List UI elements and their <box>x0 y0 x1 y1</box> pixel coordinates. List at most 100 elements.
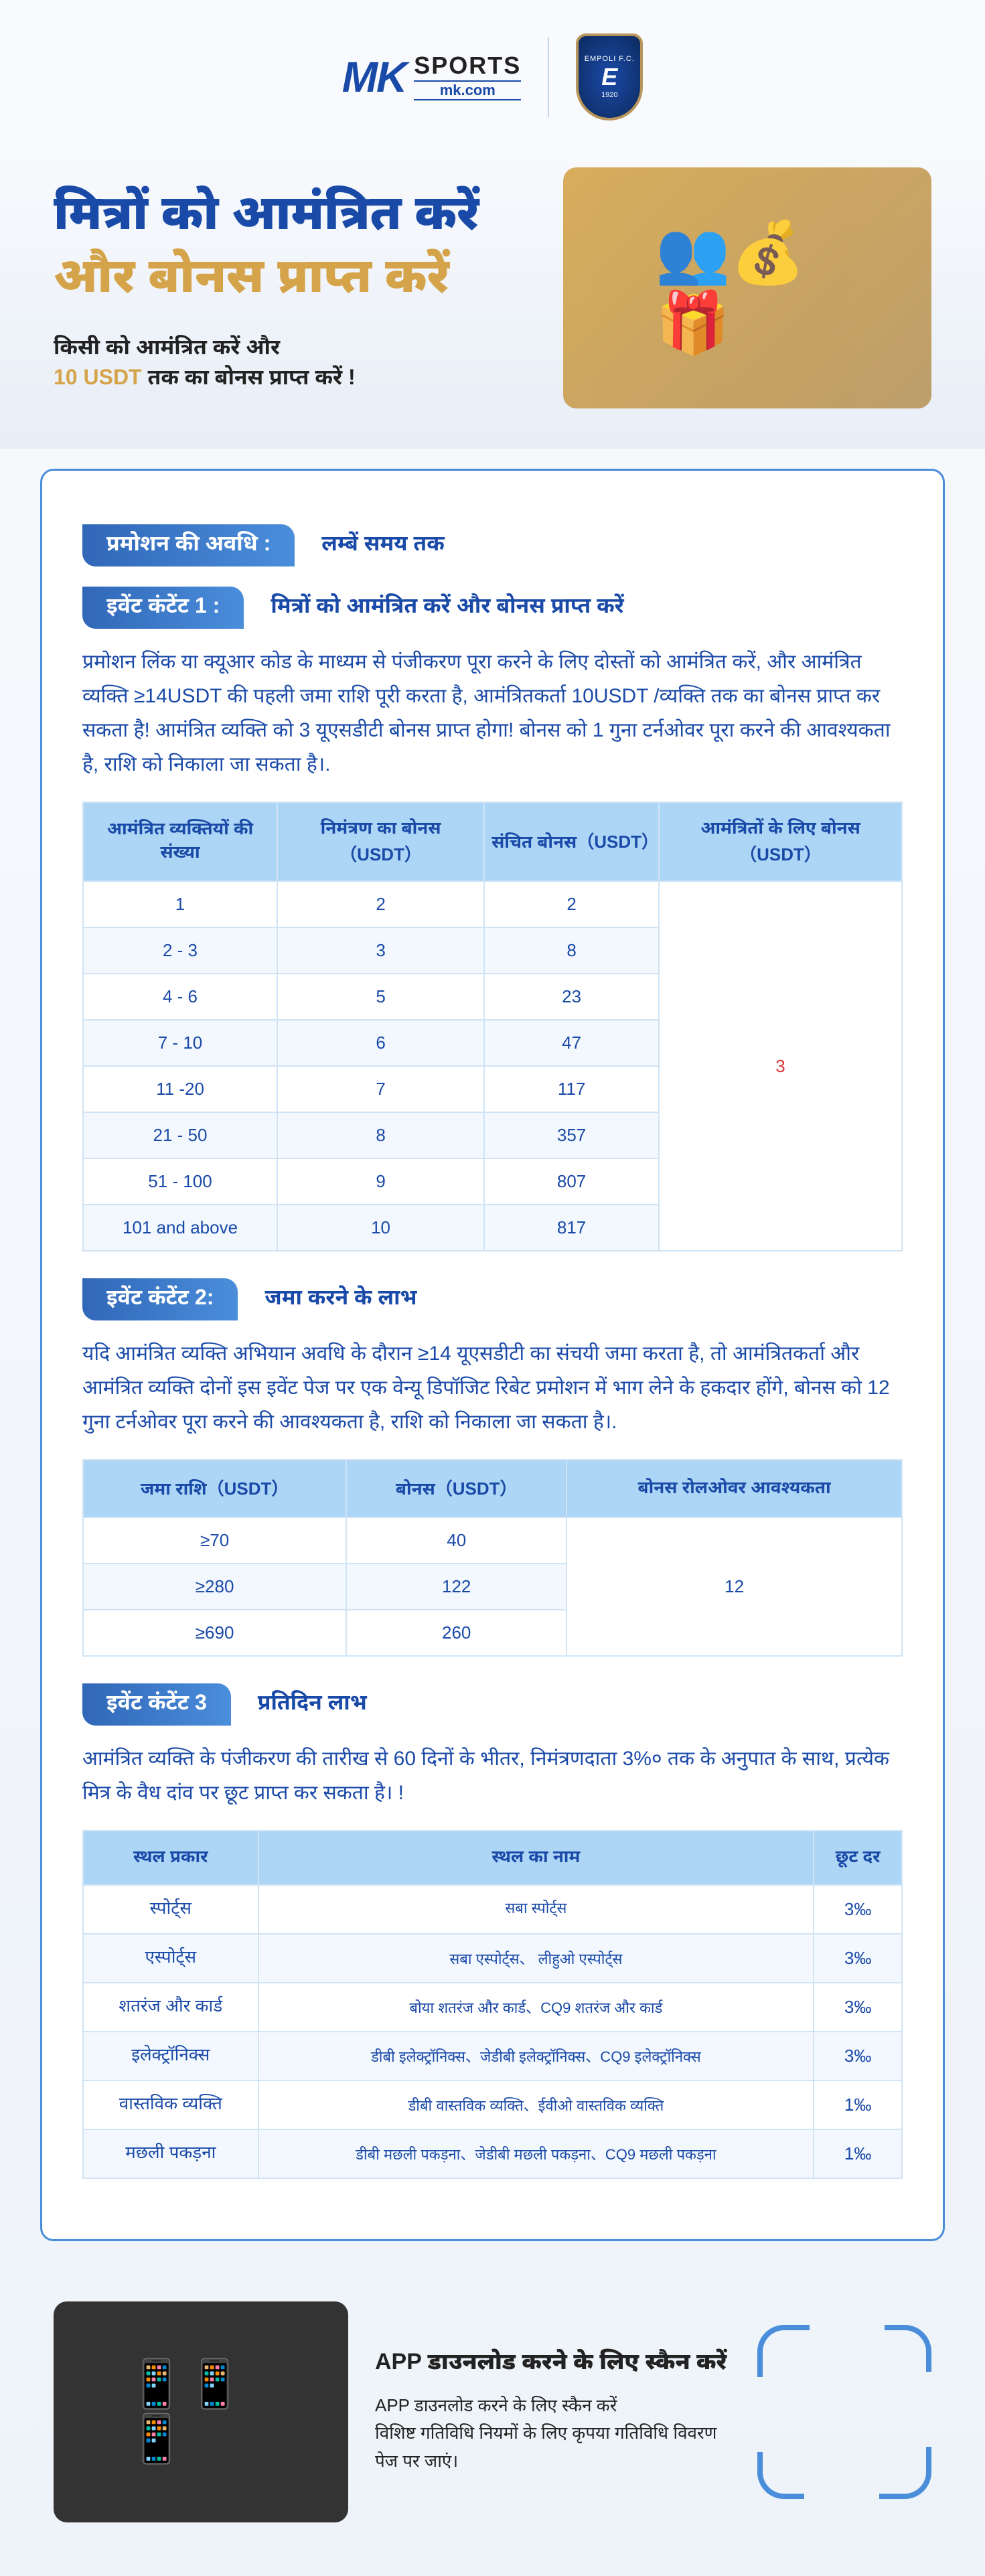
table-cell: 10 <box>277 1205 484 1251</box>
table-cell: 8 <box>484 927 659 974</box>
club-badge: EMPOLI F.C. E 1920 <box>576 33 643 121</box>
table-cell: 40 <box>346 1517 566 1564</box>
table-cell: 3 <box>277 927 484 974</box>
logo-domain: mk.com <box>414 80 521 100</box>
table-cell: 21 - 50 <box>83 1112 277 1158</box>
th: आमंत्रित व्यक्तियों की संख्या <box>83 802 277 881</box>
table-cell: बोया शतरंज और कार्ड、CQ9 शतरंज और कार्ड <box>258 1983 814 2032</box>
table-cell: 1‰ <box>814 2129 902 2178</box>
table-cell: 4 - 6 <box>83 974 277 1020</box>
table-cell: 5 <box>277 974 484 1020</box>
logo-sports: SPORTS <box>414 54 521 78</box>
content-card: प्रमोशन की अवधि : लम्बें समय तक इवेंट कं… <box>40 469 945 2241</box>
event1-table: आमंत्रित व्यक्तियों की संख्या निमंत्रण क… <box>82 802 903 1252</box>
table-cell: मछली पकड़ना <box>83 2129 258 2178</box>
event3-para: आमंत्रित व्यक्ति के पंजीकरण की तारीख से … <box>82 1742 903 1810</box>
hero: मित्रों को आमंत्रित करें और बोनस प्राप्त… <box>0 147 985 449</box>
table-cell: 3‰ <box>814 1983 902 2032</box>
hero-heading-1: मित्रों को आमंत्रित करें <box>54 184 563 242</box>
table-cell: इलेक्ट्रॉनिक्स <box>83 2032 258 2080</box>
th: बोनस रोलओवर आवश्यकता <box>566 1460 902 1517</box>
table-cell: 7 - 10 <box>83 1020 277 1066</box>
qr-code-frame[interactable] <box>757 2325 931 2499</box>
table-cell: 47 <box>484 1020 659 1066</box>
table-row: शतरंज और कार्डबोया शतरंज और कार्ड、CQ9 शत… <box>83 1983 902 2032</box>
badge-year: 1920 <box>601 91 617 99</box>
table-cell: 9 <box>277 1158 484 1205</box>
footer-line1: APP डाउनलोड करने के लिए स्कैन करें <box>375 2392 731 2420</box>
badge-letter: E <box>601 63 617 91</box>
footer-heading: APP डाउनलोड करने के लिए स्कैन करें <box>375 2349 731 2378</box>
table-cell: 7 <box>277 1066 484 1112</box>
table-cell: 3‰ <box>814 1934 902 1983</box>
table-cell: 8 <box>277 1112 484 1158</box>
event2-sub: जमा करने के लाभ <box>264 1285 416 1314</box>
hero-line1: किसी को आमंत्रित करें और <box>54 335 280 359</box>
header-divider <box>548 37 549 117</box>
table-cell: 1‰ <box>814 2080 902 2129</box>
th: बोनस（USDT） <box>346 1460 566 1517</box>
table-cell: 1 <box>83 881 277 927</box>
hero-line2: तक का बोनस प्राप्त करें ! <box>142 365 356 389</box>
event3-head: इवेंट कंटेंट 3 प्रतिदिन लाभ <box>82 1683 903 1726</box>
table-cell: 101 and above <box>83 1205 277 1251</box>
event1-sub: मित्रों को आमंत्रित करें और बोनस प्राप्त… <box>271 593 623 622</box>
table-cell: ≥690 <box>83 1610 346 1656</box>
th: छूट दर <box>814 1831 902 1885</box>
table-cell: 51 - 100 <box>83 1158 277 1205</box>
table-cell: डीबी मछली पकड़ना、जेडीबी मछली पकड़ना、CQ9 … <box>258 2129 814 2178</box>
table-cell: 11 -20 <box>83 1066 277 1112</box>
table-cell: स्पोर्ट्स <box>83 1885 258 1934</box>
hero-heading-2: और बोनस प्राप्त करें <box>54 248 563 312</box>
footer: APP डाउनलोड करने के लिए स्कैन करें APP ड… <box>0 2261 985 2576</box>
app-screenshot-image <box>54 2301 348 2522</box>
table-cell: ≥280 <box>83 1564 346 1610</box>
th: स्थल प्रकार <box>83 1831 258 1885</box>
table-cell: शतरंज और कार्ड <box>83 1983 258 2032</box>
table-cell: वास्तविक व्यक्ति <box>83 2080 258 2129</box>
hero-usdt: 10 USDT <box>54 365 142 389</box>
table-cell: 117 <box>484 1066 659 1112</box>
table-row: 1223 <box>83 881 902 927</box>
period-text: लम्बें समय तक <box>321 531 445 560</box>
hero-sub: किसी को आमंत्रित करें और 10 USDT तक का ब… <box>54 332 563 392</box>
event1-head: इवेंट कंटेंट 1 : मित्रों को आमंत्रित करे… <box>82 587 903 629</box>
logo-mk: MK <box>342 52 406 102</box>
table-cell: डीबी वास्तविक व्यक्ति、ईवीओ वास्तविक व्यक… <box>258 2080 814 2129</box>
table-cell: 260 <box>346 1610 566 1656</box>
table-cell: सबा स्पोर्ट्स <box>258 1885 814 1934</box>
table-cell: 2 <box>484 881 659 927</box>
table-cell: सबा एस्पोर्ट्स、 लीहुओ एस्पोर्ट्स <box>258 1934 814 1983</box>
badge-top: EMPOLI F.C. <box>585 55 635 63</box>
period-pill: प्रमोशन की अवधि : <box>82 524 295 566</box>
table-cell: 2 - 3 <box>83 927 277 974</box>
table-cell: 357 <box>484 1112 659 1158</box>
th: स्थल का नाम <box>258 1831 814 1885</box>
hero-image <box>563 167 931 408</box>
table-row: स्पोर्ट्ससबा स्पोर्ट्स3‰ <box>83 1885 902 1934</box>
event3-table: स्थल प्रकार स्थल का नाम छूट दर स्पोर्ट्स… <box>82 1830 903 2179</box>
table-cell: 3‰ <box>814 1885 902 1934</box>
table-cell: एस्पोर्ट्स <box>83 1934 258 1983</box>
footer-line2: विशिष्ट गतिविधि नियमों के लिए कृपया गतिव… <box>375 2419 731 2475</box>
event2-head: इवेंट कंटेंट 2: जमा करने के लाभ <box>82 1278 903 1320</box>
th: जमा राशि（USDT） <box>83 1460 346 1517</box>
table-cell-merged: 3 <box>659 881 902 1251</box>
table-cell: 3‰ <box>814 2032 902 2080</box>
event2-pill: इवेंट कंटेंट 2: <box>82 1278 238 1320</box>
table-cell: 2 <box>277 881 484 927</box>
th: संचित बोनस（USDT） <box>484 802 659 881</box>
th: आमंत्रितों के लिए बोनस（USDT） <box>659 802 902 881</box>
logo[interactable]: MK SPORTS mk.com <box>342 52 522 102</box>
period-head: प्रमोशन की अवधि : लम्बें समय तक <box>82 524 903 566</box>
table-cell-merged: 12 <box>566 1517 902 1656</box>
table-cell: 817 <box>484 1205 659 1251</box>
event2-para: यदि आमंत्रित व्यक्ति अभियान अवधि के दौरा… <box>82 1337 903 1439</box>
table-cell: डीबी इलेक्ट्रॉनिक्स、जेडीबी इलेक्ट्रॉनिक्… <box>258 2032 814 2080</box>
table-cell: ≥70 <box>83 1517 346 1564</box>
table-cell: 807 <box>484 1158 659 1205</box>
table-row: ≥704012 <box>83 1517 902 1564</box>
event1-pill: इवेंट कंटेंट 1 : <box>82 587 244 629</box>
table-row: वास्तविक व्यक्तिडीबी वास्तविक व्यक्ति、ईव… <box>83 2080 902 2129</box>
event3-sub: प्रतिदिन लाभ <box>258 1690 367 1719</box>
